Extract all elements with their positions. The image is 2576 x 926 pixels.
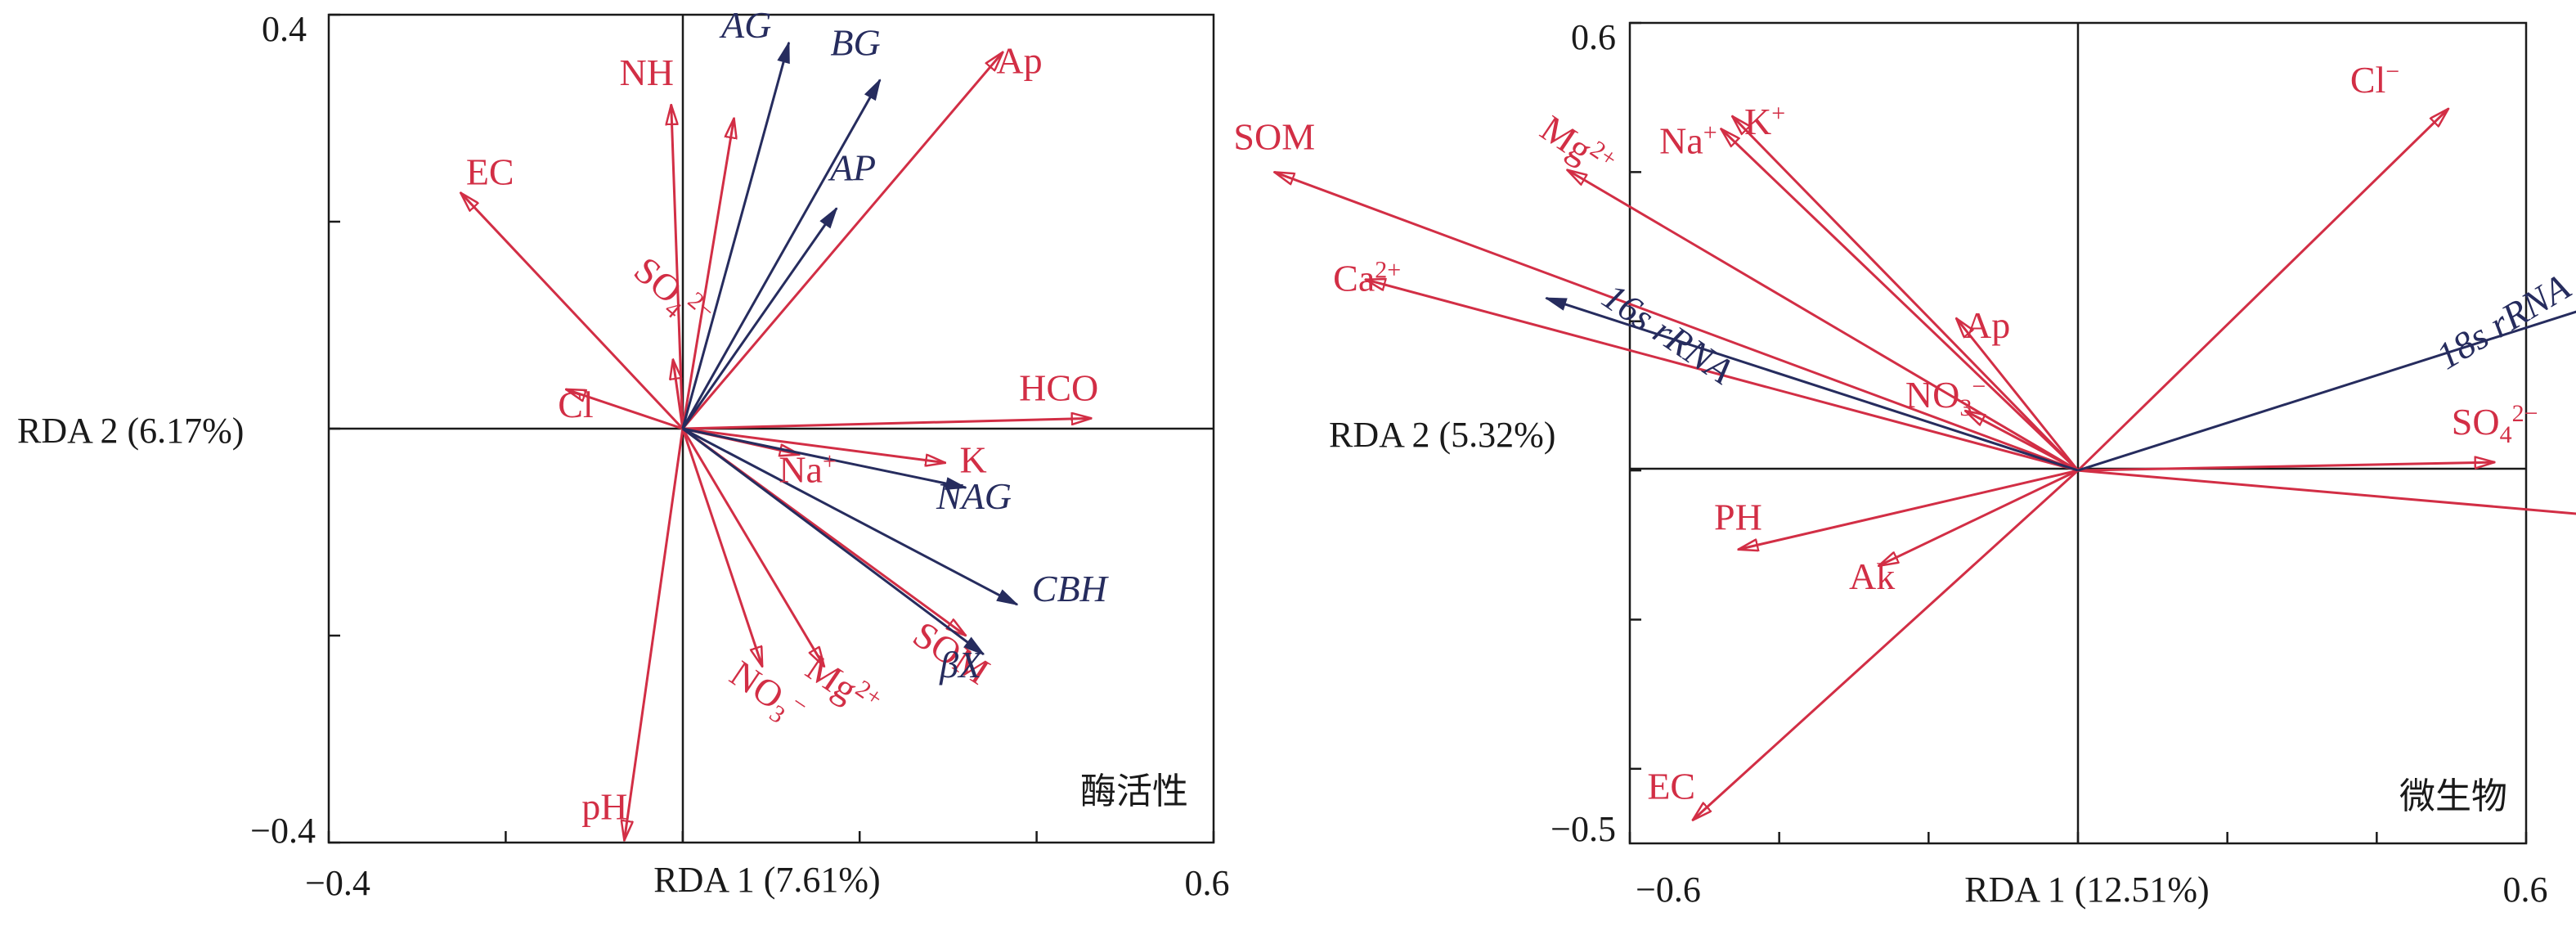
y-axis-label: RDA 2 (6.17%) (17, 411, 244, 451)
vector-arrow (681, 119, 734, 429)
y-tick-label: −0.4 (250, 811, 316, 851)
vector-label: CBH (1032, 568, 1110, 609)
panel-microbe: Cl−K+Na+Mg2+SOMCa2+ApSO42−NH4+NO3−PHAkEC… (1233, 17, 2576, 910)
vector-arrow-bg (681, 80, 880, 429)
x-axis-label: RDA 1 (7.61%) (653, 860, 880, 900)
vector-label: PH (1714, 497, 1762, 538)
vector-label: EC (466, 151, 514, 193)
vector-arrow-no (681, 428, 764, 667)
vector-label: Ak (1849, 555, 1895, 597)
vector-label: NO3− (720, 652, 814, 737)
vector-arrow-ph (624, 428, 684, 840)
vector-arrow-so (673, 359, 684, 429)
vector-arrow-ag (681, 43, 791, 429)
vector-label: βX (939, 644, 983, 686)
vector-arrow-ap (1956, 318, 2080, 472)
vector-arrow-hco (682, 418, 1092, 430)
vector-label: EC (1647, 766, 1695, 807)
panel-label: 酶活性 (1080, 771, 1188, 812)
vector-label: K+ (1744, 100, 1785, 142)
vector-arrow-18s-rrna (2077, 310, 2576, 472)
vector-arrow-cl (2076, 109, 2448, 472)
vector-label: NH (620, 52, 674, 93)
vector-label: NAG (936, 475, 1012, 517)
y-tick-label: −0.5 (1551, 809, 1616, 849)
x-tick-label: −0.4 (305, 863, 370, 903)
vector-label: 16s rRNA (1595, 275, 1741, 393)
vector-label: Ap (1964, 304, 2010, 346)
y-axis-label: RDA 2 (5.32%) (1329, 415, 1555, 455)
x-tick-label: 0.6 (1185, 863, 1230, 903)
vector-label: Mg2+ (799, 645, 888, 725)
x-tick-label: 0.6 (2503, 870, 2548, 910)
panel-label: 微生物 (2399, 775, 2507, 817)
vector-label: AP (828, 147, 876, 189)
vector-arrow-nag (682, 427, 966, 488)
vector-arrow-ec (1693, 469, 2080, 820)
vector-label: Cl− (2350, 58, 2399, 101)
vector-arrow-nh (2077, 469, 2576, 515)
vector-label: SO42− (2452, 400, 2538, 448)
vector-arrow-ca (1366, 280, 2079, 472)
vectors (460, 43, 1091, 840)
y-tick-label: 0.4 (262, 9, 307, 49)
vector-arrow-ap (681, 52, 1003, 429)
vector-label: BG (830, 22, 880, 64)
vector-arrow-so (2077, 462, 2495, 472)
vector-label: Ap (996, 40, 1042, 82)
vector-arrow-mg (681, 428, 824, 667)
vector-label: HCO (1019, 366, 1098, 408)
vector-arrow-16s-rrna (1546, 297, 2079, 472)
vector-label: Na+ (1659, 119, 1717, 161)
vectors (1274, 109, 2576, 820)
vector-label: SO42− (622, 248, 720, 340)
vector-label: Mg2+ (1533, 106, 1622, 186)
vector-label: K (960, 439, 987, 481)
vector-label: Na+ (779, 448, 837, 491)
vector-arrow-som (1274, 172, 2079, 472)
vector-label: Ca2+ (1333, 257, 1401, 299)
x-tick-label: −0.6 (1636, 870, 1701, 910)
vector-arrow-na (1721, 128, 2080, 472)
vector-arrow-cbh (682, 427, 1017, 606)
vector-label: Cl (558, 384, 593, 425)
axis-ticks (327, 13, 1215, 844)
vector-arrow-ec (460, 193, 684, 430)
vector-label: NO3− (1905, 373, 1986, 421)
vector-arrow-cl (566, 389, 684, 430)
vector-label: AG (719, 4, 771, 46)
vector-arrow-ak (1878, 469, 2079, 566)
vector-arrow-ph (1738, 469, 2079, 550)
x-axis-label: RDA 1 (12.51%) (1964, 870, 2209, 910)
vector-arrow-βx (681, 427, 984, 654)
vector-arrow-k (1732, 116, 2080, 472)
axis-ticks (1628, 21, 2528, 843)
y-tick-label: 0.6 (1571, 17, 1616, 57)
vector-label: SOM (1233, 115, 1315, 157)
vector-label: 18s rRNA (2429, 265, 2576, 377)
vector-arrow-ap (681, 209, 837, 429)
vector-arrow-mg (1567, 170, 2079, 472)
vector-label: pH (581, 785, 627, 827)
vector-arrow-no (1965, 411, 2079, 472)
vector-arrow-k (682, 427, 945, 463)
